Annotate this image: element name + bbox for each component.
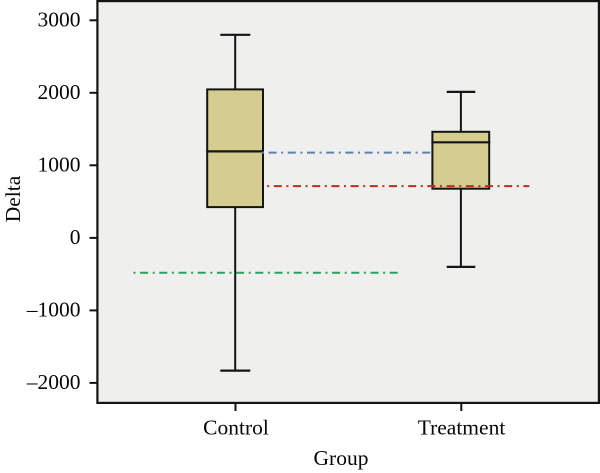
svg-text:Group: Group <box>314 446 369 470</box>
svg-text:Treatment: Treatment <box>418 416 506 440</box>
svg-text:1000: 1000 <box>38 152 81 176</box>
svg-text:2000: 2000 <box>38 80 81 104</box>
svg-text:Control: Control <box>203 416 269 440</box>
svg-text:Delta: Delta <box>1 175 25 222</box>
svg-text:–1000: –1000 <box>26 297 81 321</box>
svg-text:0: 0 <box>70 225 81 249</box>
svg-text:–2000: –2000 <box>26 370 81 394</box>
svg-text:3000: 3000 <box>38 7 81 31</box>
